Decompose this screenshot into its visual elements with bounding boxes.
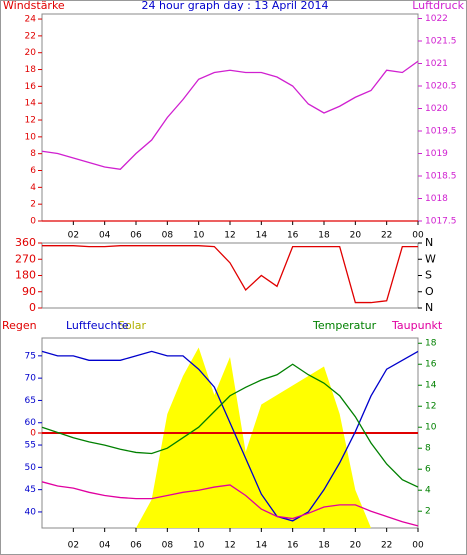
- x-tick-label: 20: [350, 231, 362, 241]
- y-tick-label: 360: [15, 236, 36, 249]
- x-tick-label: 14: [256, 231, 268, 241]
- y-tick-label: 90: [22, 285, 36, 298]
- y-tick-label: 16: [25, 82, 37, 92]
- x-tick-label: 04: [99, 541, 111, 551]
- y2-tick-label: S: [425, 269, 432, 282]
- series-label: Taupunkt: [391, 319, 443, 332]
- y-tick-label: 6: [30, 166, 36, 176]
- y2-tick-label: 4: [425, 486, 431, 496]
- x-tick-label: 08: [162, 231, 174, 241]
- x-tick-label: 10: [193, 541, 205, 551]
- x-tick-label: 10: [193, 231, 205, 241]
- area: [42, 347, 418, 528]
- y2-tick-label: 1021.5: [425, 37, 457, 47]
- x-tick-label: 16: [287, 541, 299, 551]
- y-tick-label: 8: [30, 149, 36, 159]
- y2-tick-label: 2: [425, 507, 431, 517]
- y-tick-label: 22: [25, 31, 36, 41]
- y2-tick-label: 10: [425, 423, 437, 433]
- x-tick-label: 18: [318, 541, 330, 551]
- y-tick-label: 50: [25, 463, 37, 473]
- x-tick-label: 20: [350, 541, 362, 551]
- y2-tick-label: 14: [425, 381, 437, 391]
- x-tick-label: 16: [287, 231, 299, 241]
- y2-tick-label: 1018: [425, 194, 448, 204]
- y-tick-label: 4: [30, 183, 36, 193]
- y-tick-label: 10: [25, 132, 37, 142]
- x-tick-label: 18: [318, 231, 330, 241]
- y-tick-label: 18: [25, 65, 37, 75]
- y2-tick-label: 1020: [425, 104, 448, 114]
- series-label: Regen: [2, 319, 37, 332]
- plot-frame: [41, 242, 419, 309]
- x-tick-label: 06: [130, 231, 142, 241]
- y-tick-label: 75: [25, 351, 36, 361]
- y-tick-label: 14: [25, 99, 37, 109]
- plot-frame: [41, 13, 419, 222]
- line: [42, 245, 418, 304]
- y2-tick-label: N: [425, 301, 433, 314]
- x-tick-label: 06: [130, 541, 142, 551]
- y-tick-label: 60: [25, 418, 37, 428]
- y2-tick-label: 18: [425, 339, 437, 349]
- series-label: Temperatur: [312, 319, 377, 332]
- y2-tick-label: 1018.5: [425, 172, 457, 182]
- y-tick-label: 70: [25, 374, 37, 384]
- y-tick-label: 55: [25, 441, 36, 451]
- y2-tick-label: 1017.5: [425, 217, 457, 227]
- series-label: Windstärke: [3, 0, 65, 12]
- y2-tick-label: 12: [425, 402, 436, 412]
- y-tick-label: 24: [25, 15, 37, 25]
- y-tick-label: 12: [25, 116, 36, 126]
- x-tick-label: 14: [256, 541, 268, 551]
- x-tick-label: 00: [412, 541, 424, 551]
- line: [41, 350, 419, 522]
- line: [41, 481, 419, 527]
- y2-tick-label: 1021: [425, 59, 448, 69]
- x-tick-label: 04: [99, 231, 111, 241]
- y2-tick-label: W: [425, 252, 436, 265]
- y2-tick-label: 1020.5: [425, 82, 457, 92]
- y-tick-label: 0: [30, 429, 36, 439]
- y2-tick-label: 16: [425, 360, 437, 370]
- y-tick-label: 45: [25, 485, 36, 495]
- line: [41, 363, 419, 488]
- y2-tick-label: 1022: [425, 14, 448, 24]
- x-tick-label: 00: [412, 231, 424, 241]
- chart-title: 24 hour graph day : 13 April 2014: [142, 0, 329, 12]
- x-tick-label: 12: [224, 541, 235, 551]
- y2-tick-label: 6: [425, 465, 431, 475]
- line: [41, 60, 419, 170]
- series-label: Luftfeuchte: [66, 319, 129, 332]
- series-label: Luftdruck: [412, 0, 464, 12]
- y-tick-label: 180: [15, 269, 36, 282]
- x-tick-label: 08: [162, 541, 174, 551]
- y-tick-label: 20: [25, 48, 37, 58]
- x-tick-label: 22: [381, 231, 392, 241]
- y-tick-label: 2: [30, 200, 36, 210]
- x-tick-label: 02: [68, 541, 79, 551]
- y-tick-label: 0: [29, 301, 36, 314]
- y2-tick-label: 1019.5: [425, 127, 457, 137]
- x-tick-label: 22: [381, 541, 392, 551]
- y2-tick-label: O: [425, 285, 434, 298]
- x-tick-label: 02: [68, 231, 79, 241]
- y-tick-label: 40: [25, 507, 37, 517]
- y2-tick-label: N: [425, 236, 433, 249]
- series-label: Solar: [118, 319, 147, 332]
- y-tick-label: 0: [30, 217, 36, 227]
- y-tick-label: 270: [15, 252, 36, 265]
- y2-tick-label: 1019: [425, 149, 448, 159]
- y2-tick-label: 8: [425, 444, 431, 454]
- y-tick-label: 65: [25, 396, 36, 406]
- x-tick-label: 12: [224, 231, 235, 241]
